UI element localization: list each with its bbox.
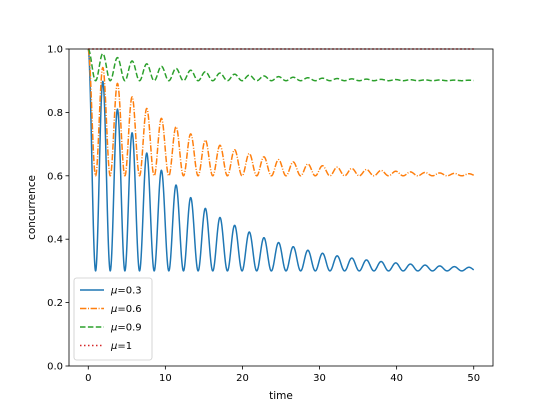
x-tick-label: 0 [85, 373, 91, 384]
x-tick-label: 50 [467, 373, 480, 384]
x-axis-label: time [269, 390, 293, 402]
y-tick-label: 0.4 [47, 235, 63, 246]
y-axis: 0.0 0.2 0.4 0.6 0.8 1.0 [47, 45, 69, 373]
legend-label-2: μ=0.9 [110, 323, 142, 334]
legend-box [73, 277, 153, 361]
series-line-2 [87, 48, 475, 82]
legend-value: =0.3 [117, 286, 141, 297]
legend-value: =1 [117, 341, 132, 352]
x-tick-label: 10 [159, 373, 172, 384]
y-tick-label: 0.2 [47, 298, 63, 309]
legend-label-3: μ=1 [110, 341, 132, 352]
y-axis-label: concurrence [26, 175, 38, 240]
legend: μ=0.3μ=0.6μ=0.9μ=1 [73, 277, 153, 361]
y-tick-label: 0.8 [47, 108, 63, 119]
plot-frame [68, 48, 494, 367]
legend-mu-symbol: μ [110, 341, 117, 352]
legend-value: =0.6 [117, 304, 141, 315]
legend-mu-symbol: μ [110, 286, 117, 297]
y-tick-label: 0.6 [47, 171, 63, 182]
x-tick-label: 20 [236, 373, 249, 384]
legend-mu-symbol: μ [110, 304, 117, 315]
y-tick-label: 0.0 [47, 362, 63, 373]
series-line-1 [87, 48, 475, 177]
x-tick-label: 40 [390, 373, 403, 384]
legend-value: =0.9 [117, 323, 141, 334]
x-axis: 0 10 20 30 40 50 [85, 366, 480, 384]
legend-mu-symbol: μ [110, 323, 117, 334]
y-tick-label: 1.0 [47, 45, 63, 56]
x-tick-label: 30 [313, 373, 326, 384]
legend-label-0: μ=0.3 [110, 286, 142, 297]
series-line-0 [87, 48, 475, 272]
legend-label-1: μ=0.6 [110, 304, 142, 315]
